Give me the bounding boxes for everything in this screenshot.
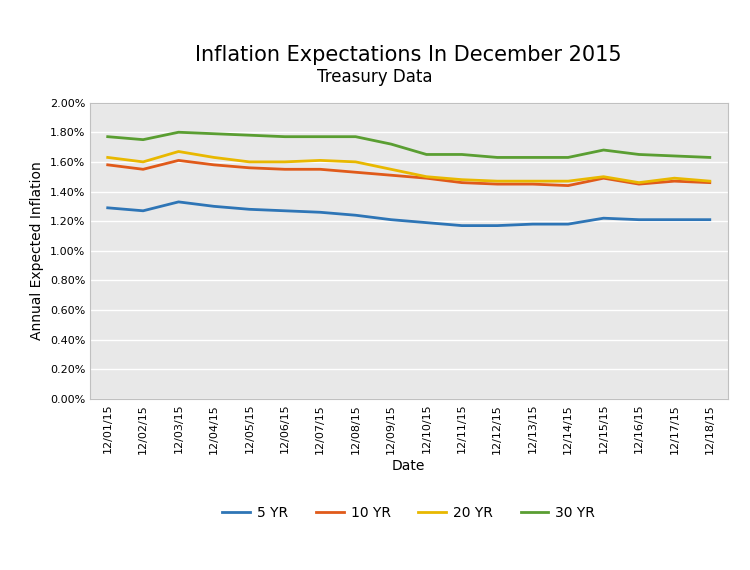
30 YR bbox=[599, 146, 608, 153]
5 YR bbox=[280, 207, 290, 214]
30 YR bbox=[280, 133, 290, 140]
5 YR bbox=[351, 212, 360, 219]
30 YR bbox=[705, 154, 714, 161]
30 YR bbox=[493, 154, 502, 161]
20 YR bbox=[351, 158, 360, 165]
10 YR bbox=[528, 181, 537, 188]
Y-axis label: Annual Expected Inflation: Annual Expected Inflation bbox=[30, 161, 44, 340]
10 YR bbox=[422, 175, 431, 182]
10 YR bbox=[316, 166, 325, 173]
10 YR bbox=[351, 169, 360, 176]
5 YR bbox=[209, 203, 218, 210]
20 YR bbox=[564, 178, 573, 185]
20 YR bbox=[104, 154, 112, 161]
30 YR bbox=[316, 133, 325, 140]
20 YR bbox=[386, 166, 395, 173]
5 YR bbox=[705, 216, 714, 223]
30 YR bbox=[209, 131, 218, 137]
X-axis label: Date: Date bbox=[392, 459, 425, 473]
30 YR bbox=[564, 154, 573, 161]
10 YR bbox=[174, 157, 183, 164]
10 YR bbox=[104, 161, 112, 168]
5 YR bbox=[493, 222, 502, 229]
5 YR bbox=[564, 221, 573, 227]
10 YR bbox=[493, 181, 502, 188]
30 YR bbox=[244, 132, 254, 139]
5 YR bbox=[670, 216, 679, 223]
20 YR bbox=[280, 158, 290, 165]
Title: Inflation Expectations In December 2015: Inflation Expectations In December 2015 bbox=[196, 45, 622, 65]
10 YR bbox=[280, 166, 290, 173]
10 YR bbox=[244, 164, 254, 171]
30 YR bbox=[104, 133, 112, 140]
5 YR bbox=[599, 215, 608, 222]
20 YR bbox=[493, 178, 502, 185]
20 YR bbox=[599, 173, 608, 180]
20 YR bbox=[705, 178, 714, 185]
30 YR bbox=[528, 154, 537, 161]
20 YR bbox=[458, 176, 466, 183]
10 YR bbox=[458, 179, 466, 186]
5 YR bbox=[634, 216, 644, 223]
5 YR bbox=[316, 209, 325, 215]
10 YR bbox=[705, 179, 714, 186]
Line: 5 YR: 5 YR bbox=[108, 202, 710, 226]
5 YR bbox=[174, 198, 183, 205]
Text: Treasury Data: Treasury Data bbox=[317, 68, 433, 86]
20 YR bbox=[244, 158, 254, 165]
10 YR bbox=[564, 182, 573, 189]
10 YR bbox=[139, 166, 148, 173]
Line: 30 YR: 30 YR bbox=[108, 132, 710, 157]
30 YR bbox=[139, 136, 148, 143]
Line: 20 YR: 20 YR bbox=[108, 152, 710, 182]
5 YR bbox=[422, 219, 431, 226]
20 YR bbox=[422, 173, 431, 180]
10 YR bbox=[634, 181, 644, 188]
10 YR bbox=[670, 178, 679, 185]
5 YR bbox=[386, 216, 395, 223]
20 YR bbox=[316, 157, 325, 164]
5 YR bbox=[458, 222, 466, 229]
30 YR bbox=[386, 141, 395, 148]
10 YR bbox=[386, 172, 395, 178]
30 YR bbox=[351, 133, 360, 140]
30 YR bbox=[174, 129, 183, 136]
5 YR bbox=[244, 206, 254, 213]
5 YR bbox=[139, 207, 148, 214]
20 YR bbox=[209, 154, 218, 161]
10 YR bbox=[209, 161, 218, 168]
20 YR bbox=[528, 178, 537, 185]
Legend: 5 YR, 10 YR, 20 YR, 30 YR: 5 YR, 10 YR, 20 YR, 30 YR bbox=[217, 501, 601, 526]
20 YR bbox=[174, 148, 183, 155]
5 YR bbox=[104, 205, 112, 211]
10 YR bbox=[599, 175, 608, 182]
30 YR bbox=[422, 151, 431, 158]
5 YR bbox=[528, 221, 537, 227]
20 YR bbox=[634, 179, 644, 186]
30 YR bbox=[458, 151, 466, 158]
30 YR bbox=[634, 151, 644, 158]
20 YR bbox=[670, 175, 679, 182]
30 YR bbox=[670, 153, 679, 160]
Line: 10 YR: 10 YR bbox=[108, 160, 710, 186]
20 YR bbox=[139, 158, 148, 165]
